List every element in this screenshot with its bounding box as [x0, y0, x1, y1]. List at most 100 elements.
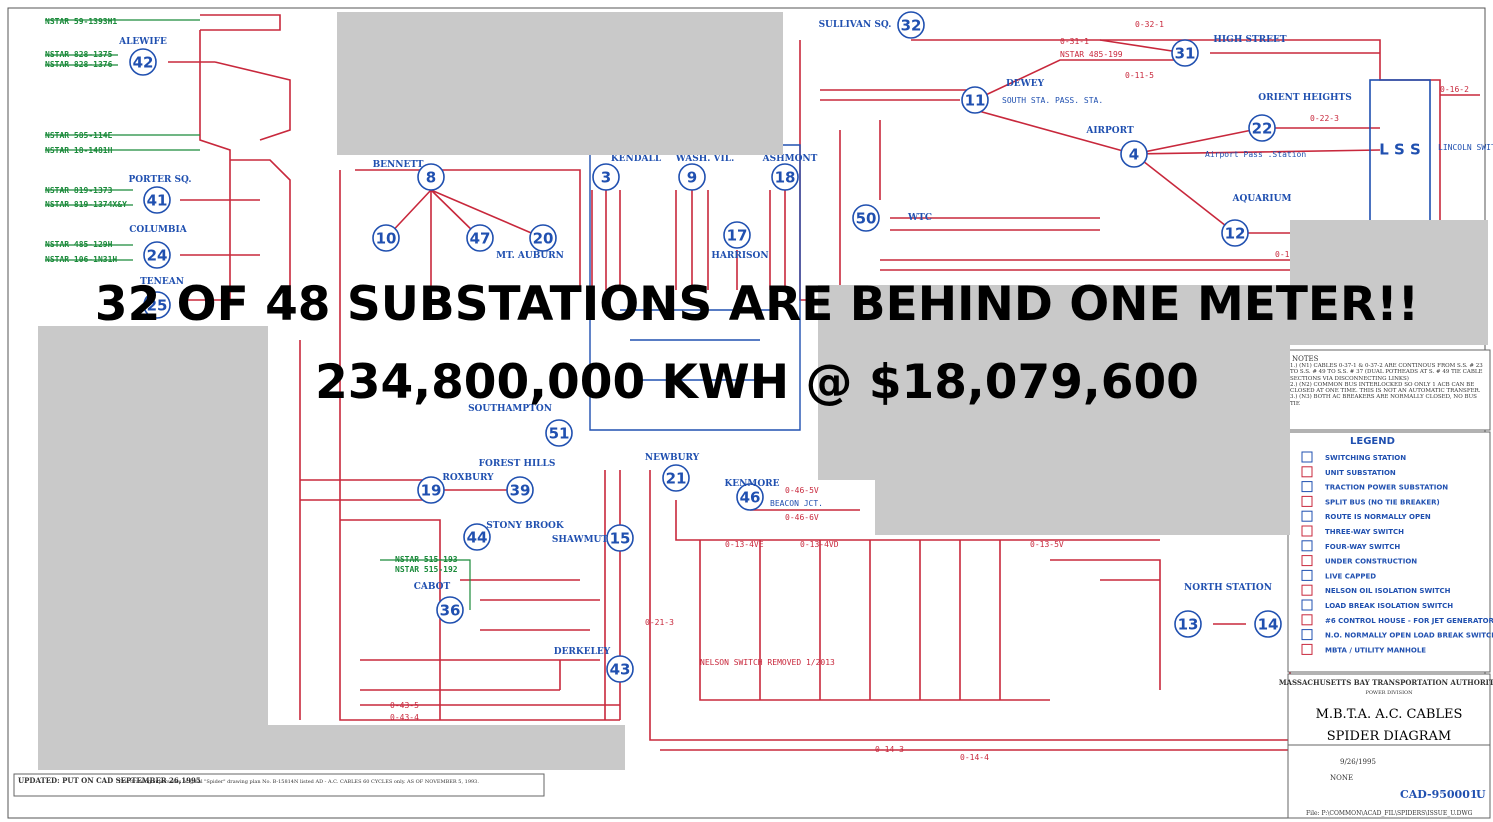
gray-block: [337, 12, 783, 155]
footer: UPDATED: PUT ON CAD SEPTEMBER 26,1995 Th…: [13, 773, 545, 797]
station-circle: [466, 224, 494, 252]
legend-item: LIVE CAPPED: [1325, 572, 1376, 580]
station-name: HARRISON: [711, 251, 768, 261]
station-name: ALEWIFE: [118, 37, 167, 47]
note: 3.) (N3) BOTH AC BREAKERS ARE NORMALLY C…: [1290, 394, 1477, 407]
station-circle: [417, 476, 445, 504]
station-number: 32: [901, 17, 922, 35]
station-number: 11: [965, 92, 986, 110]
station-number: 10: [376, 230, 397, 248]
legend-symbol: [1301, 584, 1313, 596]
division: POWER DIVISION: [1365, 690, 1413, 696]
gray-block: [1290, 220, 1488, 345]
station-name: BENNETT: [373, 160, 424, 170]
station-circle: [529, 224, 557, 252]
legend-symbol: [1301, 599, 1313, 611]
station-circle: [961, 86, 989, 114]
legend-symbol: [1301, 510, 1313, 522]
station-circle: [1120, 140, 1148, 168]
station-number: 41: [147, 192, 168, 210]
station-name: DEWEY: [1006, 79, 1045, 89]
station-number: 14: [1258, 616, 1279, 634]
legend-symbol: [1301, 555, 1313, 567]
cable-label: NSTAR 106-1N31H: [45, 255, 117, 264]
cable-label: 0-31-1: [1060, 37, 1089, 46]
legend-item: #6 CONTROL HOUSE - FOR JET GENERATOR: [1325, 617, 1493, 625]
authority: MASSACHUSETTS BAY TRANSPORTATION AUTHORI…: [1279, 678, 1493, 687]
station-number: 47: [470, 230, 491, 248]
station-number: 15: [610, 530, 631, 548]
lss-label: L S S: [1379, 141, 1421, 159]
gray-block: [875, 480, 1290, 535]
cable-label: 0-13-4VE: [725, 540, 764, 549]
legend-item: SPLIT BUS (NO TIE BREAKER): [1325, 498, 1440, 506]
station-circle: [771, 163, 799, 191]
station-number: 50: [856, 210, 877, 228]
cable-label: NSTAR 585-114E: [45, 131, 113, 140]
station-name: WTC: [907, 213, 932, 223]
cable-label: SOUTH STA. PASS. STA.: [1002, 96, 1103, 105]
legend-title: LEGEND: [1350, 436, 1395, 447]
station-name: NORTH STATION: [1184, 583, 1272, 593]
stations: 42 ALEWIFE 41 PORTER SQ. 24 COLUMBIA 25 TENEAN 8…: [118, 11, 1352, 683]
station-circle: [436, 596, 464, 624]
station-circle: [506, 476, 534, 504]
station-circle: [852, 204, 880, 232]
gray-block: [268, 725, 625, 770]
station-number: 46: [740, 489, 761, 507]
legend-item: UNIT SUBSTATION: [1325, 469, 1396, 477]
notes-body: 1.) (N1) CABLES 0-37-1 & 0-37-2 ARE CONT…: [1290, 363, 1483, 407]
station-circle: [606, 655, 634, 683]
legend-symbol: [1301, 569, 1313, 581]
station-number: 17: [727, 227, 748, 245]
legend-symbol: [1301, 614, 1313, 626]
legend-item: LOAD BREAK ISOLATION SWITCH: [1325, 602, 1453, 610]
cable-label: 0-14-4: [960, 753, 989, 762]
station-name: AIRPORT: [1085, 126, 1134, 136]
cable-label: 0-43-4: [390, 713, 419, 722]
station-name: ROXBURY: [442, 473, 494, 483]
station-name: KENMORE: [724, 479, 779, 489]
cable-label: 0-22-3: [1310, 114, 1339, 123]
station-circle: [1171, 39, 1199, 67]
gray-block: [818, 285, 1290, 480]
legend-item: N.O. NORMALLY OPEN LOAD BREAK SWITCH: [1325, 632, 1493, 640]
cable-label: NSTAR 18-1481H: [45, 146, 113, 155]
cable-label: NSTAR 515-193: [395, 555, 458, 564]
station-name: SOUTHAMPTON: [468, 404, 552, 414]
legend-symbol: [1301, 629, 1313, 641]
station-number: 19: [421, 482, 442, 500]
station-circle: [592, 163, 620, 191]
gray-block: [38, 326, 268, 770]
legend-item: TRACTION POWER SUBSTATION: [1325, 484, 1448, 492]
legend-item: FOUR-WAY SWITCH: [1325, 543, 1400, 551]
legend-item: UNDER CONSTRUCTION: [1325, 558, 1417, 566]
cable-label: 0-46-6V: [785, 513, 819, 522]
station-circle: [662, 464, 690, 492]
plan-no: CAD-950001: [1400, 788, 1478, 801]
cable-label: 0-13-4VD: [800, 540, 839, 549]
station-number: 25: [147, 297, 168, 315]
redactions: [38, 12, 1488, 770]
cable-label: NSTAR 515-192: [395, 565, 458, 574]
legend-item: SWITCHING STATION: [1325, 454, 1406, 462]
station-circle: [736, 483, 764, 511]
legend: LEGEND SWITCHING STATION UNIT SUBSTATION T…: [1287, 431, 1493, 673]
station-name: KENDALL: [611, 154, 662, 164]
station-circle: [372, 224, 400, 252]
title-2: SPIDER DIAGRAM: [1327, 729, 1451, 744]
issue: U: [1476, 788, 1486, 801]
station-name: ORIENT HEIGHTS: [1258, 93, 1351, 103]
station-circle: [723, 221, 751, 249]
station-circle: [1254, 610, 1282, 638]
legend-symbol: [1301, 466, 1313, 478]
station-number: 22: [1252, 120, 1273, 138]
station-name: TENEAN: [140, 277, 184, 287]
station-circle: [678, 163, 706, 191]
station-name: NEWBURY: [645, 453, 700, 463]
station-number: 8: [426, 169, 436, 187]
cable-label: NSTAR 828-1376: [45, 60, 113, 69]
legend-symbol: [1301, 451, 1313, 463]
